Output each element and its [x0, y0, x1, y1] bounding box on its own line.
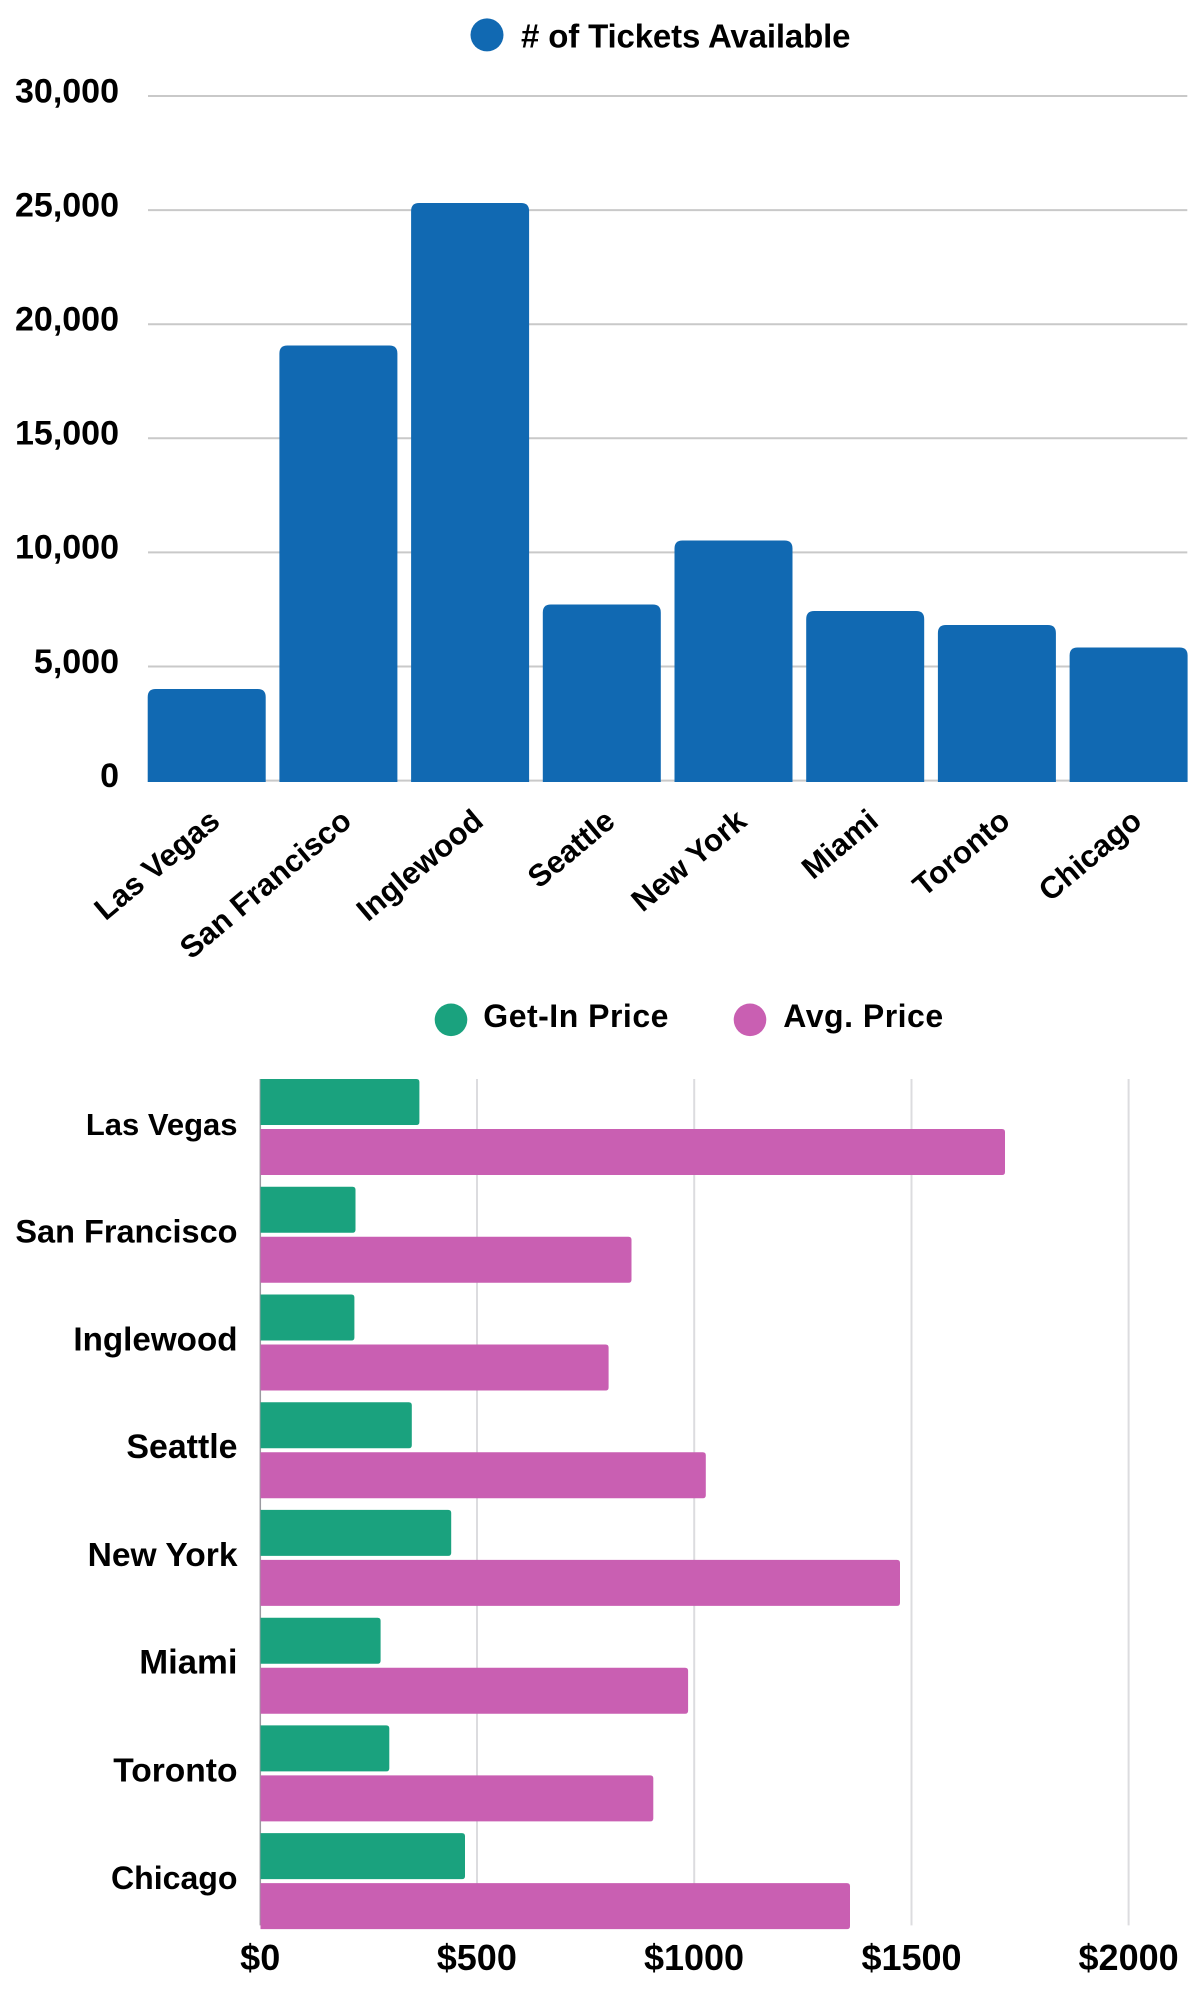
svg-text:San Francisco: San Francisco [15, 1214, 237, 1250]
svg-text:5,000: 5,000 [34, 643, 119, 681]
svg-text:$500: $500 [437, 1937, 517, 1978]
svg-text:# of Tickets Available: # of Tickets Available [521, 18, 850, 55]
svg-text:Avg. Price: Avg. Price [783, 998, 943, 1034]
svg-text:15,000: 15,000 [15, 415, 119, 453]
svg-text:Miami: Miami [139, 1644, 237, 1682]
svg-text:Chicago: Chicago [111, 1860, 238, 1896]
svg-text:$2000: $2000 [1079, 1937, 1179, 1978]
svg-text:$1000: $1000 [644, 1937, 744, 1978]
svg-text:20,000: 20,000 [15, 301, 119, 339]
svg-text:Get-In Price: Get-In Price [483, 998, 669, 1034]
svg-text:Toronto: Toronto [113, 1752, 237, 1789]
svg-text:30,000: 30,000 [15, 72, 119, 110]
svg-text:10,000: 10,000 [15, 529, 119, 567]
svg-text:Inglewood: Inglewood [73, 1322, 237, 1359]
svg-text:Seattle: Seattle [126, 1428, 237, 1466]
svg-text:New York: New York [88, 1537, 238, 1574]
svg-text:0: 0 [100, 757, 119, 795]
svg-text:$1500: $1500 [861, 1937, 961, 1978]
svg-text:Las Vegas: Las Vegas [86, 1107, 238, 1142]
svg-text:$0: $0 [240, 1937, 280, 1978]
svg-text:25,000: 25,000 [15, 186, 119, 224]
